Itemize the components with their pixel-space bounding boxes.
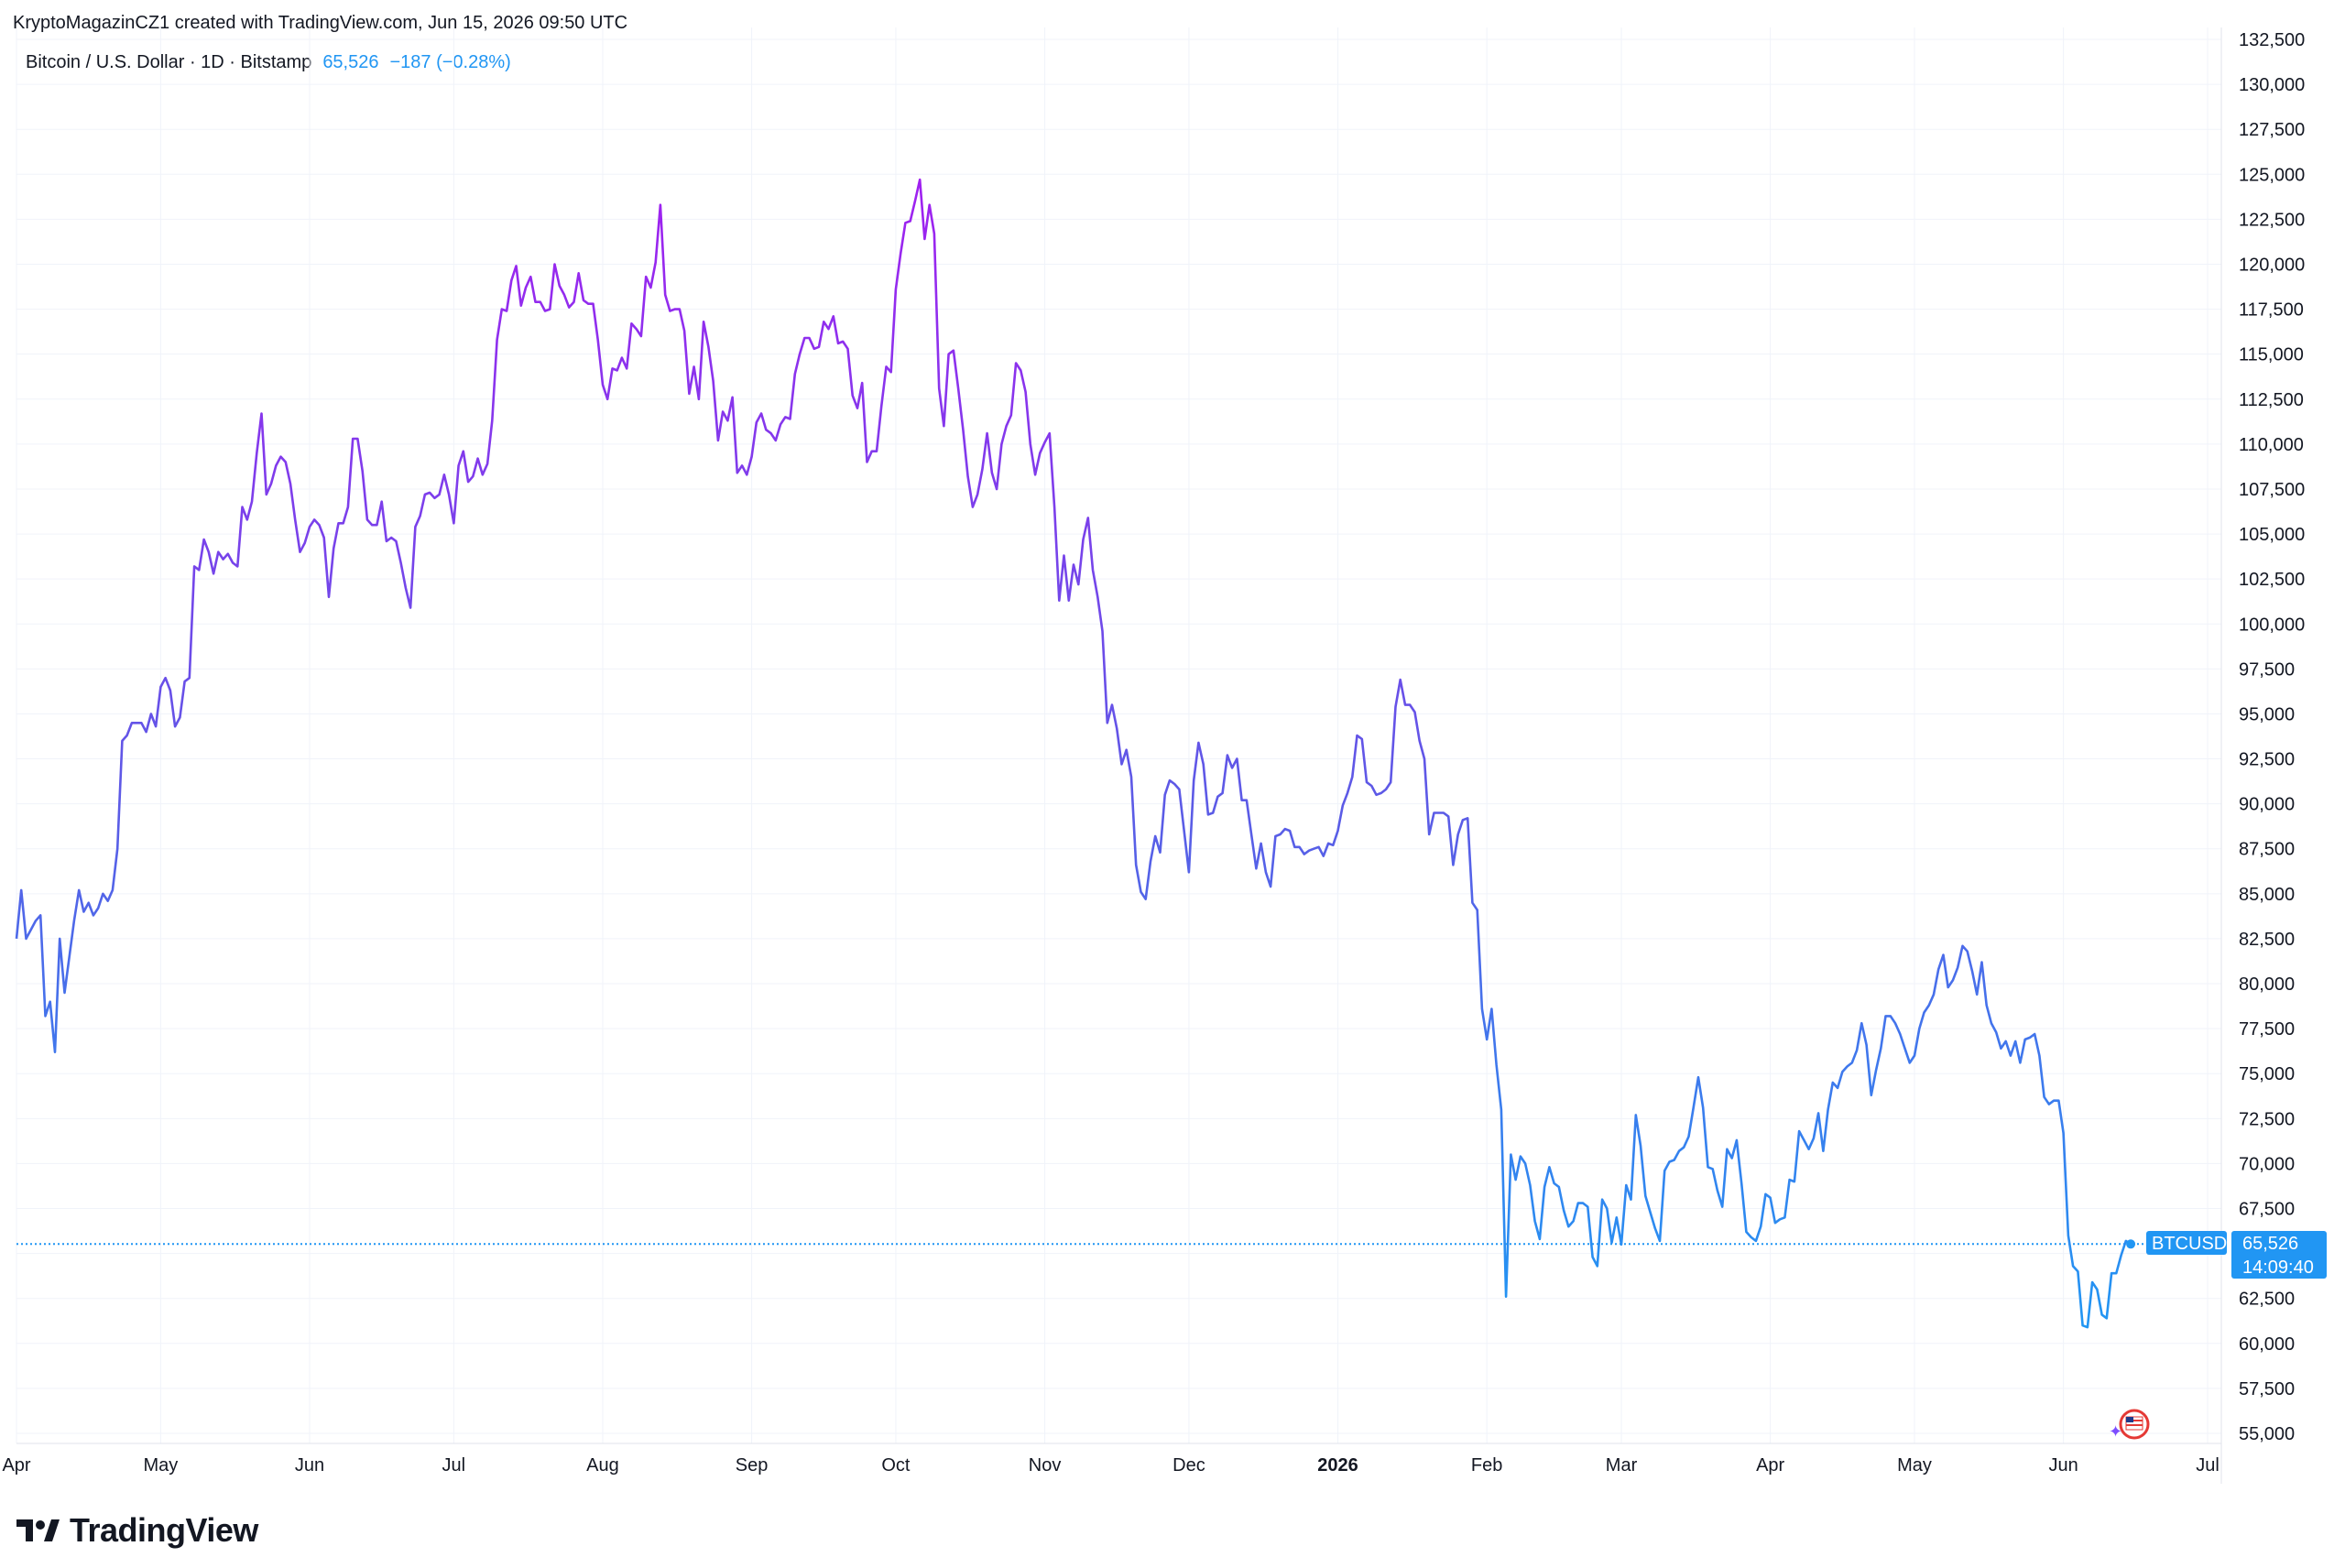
last-price-dot [2126, 1239, 2136, 1249]
chart-grid [16, 27, 2221, 1443]
y-tick-label: 57,500 [2239, 1379, 2295, 1399]
y-tick-label: 77,500 [2239, 1019, 2295, 1040]
y-tick-label: 127,500 [2239, 120, 2305, 140]
y-tick-label: 112,500 [2239, 390, 2304, 410]
y-tick-label: 75,000 [2239, 1064, 2295, 1084]
y-tick-label: 72,500 [2239, 1109, 2295, 1129]
y-tick-label: 115,000 [2239, 345, 2304, 365]
y-tick-label: 107,500 [2239, 480, 2305, 500]
tradingview-brand[interactable]: TradingView [16, 1511, 258, 1550]
symbol-legend[interactable]: Bitcoin / U.S. Dollar · 1D · Bitstamp 65… [26, 52, 511, 73]
x-tick-label: Jun [2049, 1455, 2078, 1475]
y-tick-label: 130,000 [2239, 75, 2305, 95]
x-tick-label: Nov [1029, 1455, 1062, 1475]
y-tick-label: 85,000 [2239, 885, 2295, 905]
symbol-tag-bg [2146, 1231, 2227, 1255]
y-tick-label: 117,500 [2239, 300, 2304, 321]
x-tick-label: Apr [2, 1455, 30, 1475]
price-tag-value: 65,526 [2242, 1234, 2298, 1254]
legend-price-change: −187 (−0.28%) [389, 52, 511, 72]
y-tick-label: 67,500 [2239, 1200, 2295, 1220]
y-tick-label: 125,000 [2239, 165, 2305, 185]
y-tick-label: 105,000 [2239, 525, 2305, 545]
x-tick-label: 2026 [1317, 1455, 1358, 1475]
y-tick-label: 87,500 [2239, 840, 2295, 860]
sparkle-icon: ✦ [2109, 1422, 2122, 1441]
y-tick-label: 132,500 [2239, 30, 2305, 50]
y-tick-label: 70,000 [2239, 1154, 2295, 1174]
x-tick-label: Jun [295, 1455, 324, 1475]
price-tags: BTCUSD 65,526 14:09:40 [2146, 1231, 2327, 1279]
x-tick-label: Feb [1471, 1455, 1502, 1475]
price-tag-bg [2231, 1231, 2327, 1279]
y-tick-label: 95,000 [2239, 704, 2295, 724]
y-tick-label: 102,500 [2239, 570, 2305, 590]
x-axis[interactable]: Apr May Jun Jul Aug Sep Oct Nov Dec 2026 Feb Mar Apr… [2, 1455, 2219, 1475]
y-axis[interactable]: 55,00057,50060,00062,50065,00067,50070,0… [2239, 30, 2305, 1444]
axis-lines [16, 27, 2222, 1484]
y-tick-label: 55,000 [2239, 1424, 2295, 1444]
x-tick-label: Apr [1756, 1455, 1784, 1475]
price-tag-countdown: 14:09:40 [2242, 1258, 2314, 1278]
x-tick-label: Sep [736, 1455, 769, 1475]
y-tick-label: 100,000 [2239, 615, 2305, 635]
symbol-description[interactable]: Bitcoin / U.S. Dollar · 1D · Bitstamp [26, 52, 312, 72]
y-tick-label: 60,000 [2239, 1334, 2295, 1355]
y-tick-label: 110,000 [2239, 435, 2304, 455]
y-tick-label: 97,500 [2239, 659, 2295, 680]
tradingview-wordmark: TradingView [70, 1511, 258, 1549]
x-tick-label: Jul [442, 1455, 466, 1475]
x-tick-label: Jul [2196, 1455, 2220, 1475]
x-tick-label: Dec [1172, 1455, 1205, 1475]
x-tick-label: Mar [1606, 1455, 1638, 1475]
btcusd-price-line [15, 178, 2132, 1329]
y-tick-label: 92,500 [2239, 750, 2295, 770]
y-tick-label: 62,500 [2239, 1290, 2295, 1310]
y-tick-label: 90,000 [2239, 795, 2295, 815]
chart-credit: KryptoMagazinCZ1 created with TradingVie… [13, 13, 628, 33]
x-tick-label: May [143, 1455, 178, 1475]
y-tick-label: 120,000 [2239, 255, 2305, 275]
tradingview-logo-icon [16, 1519, 60, 1541]
y-tick-label: 80,000 [2239, 975, 2295, 995]
y-tick-label: 82,500 [2239, 930, 2295, 950]
x-tick-label: Oct [881, 1455, 911, 1475]
x-tick-label: May [1897, 1455, 1932, 1475]
us-flag-event-icon[interactable] [2119, 1409, 2150, 1440]
legend-last-price: 65,526 [322, 52, 379, 72]
y-tick-label: 122,500 [2239, 210, 2305, 230]
symbol-tag: BTCUSD [2152, 1234, 2227, 1254]
x-tick-label: Aug [586, 1455, 619, 1475]
